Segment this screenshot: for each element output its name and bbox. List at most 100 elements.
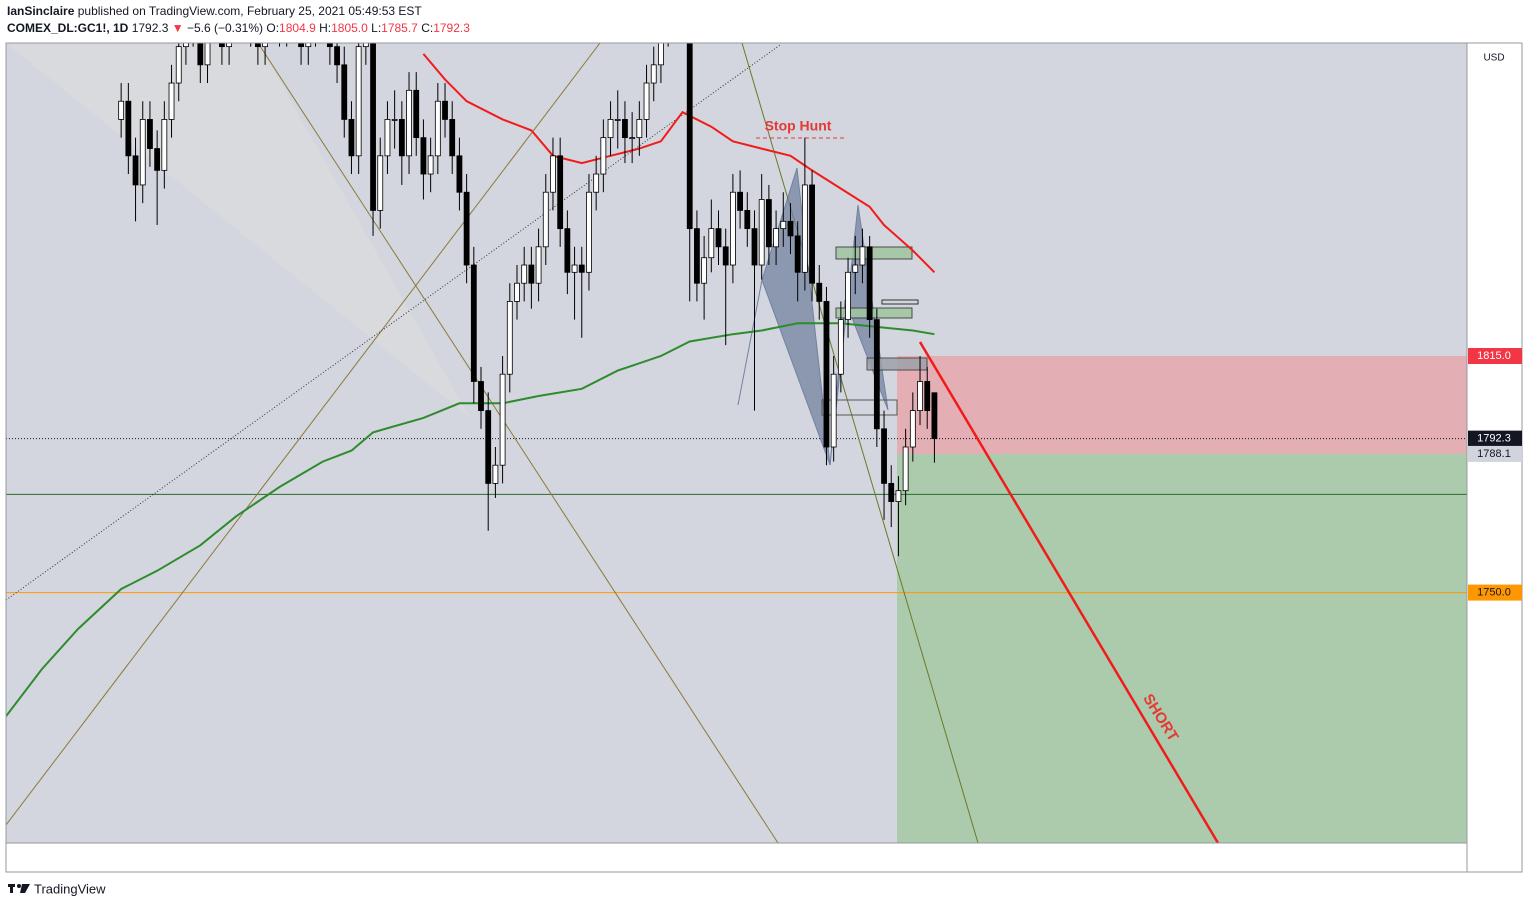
- o-value: 1804.9: [279, 21, 316, 35]
- candle-body: [197, 43, 204, 66]
- candle-body: [391, 119, 398, 121]
- candle-body: [794, 235, 801, 273]
- symbol-line: COMEX_DL:GC1!, 1D 1792.3 ▼ −5.6 (−0.31%)…: [7, 21, 470, 35]
- candle-body: [924, 381, 931, 412]
- candle-body: [845, 271, 851, 321]
- candle-body: [694, 228, 700, 284]
- zone-box: [821, 399, 898, 416]
- candle-body: [751, 228, 758, 266]
- header-line: IanSinclaire published on TradingView.co…: [7, 4, 422, 18]
- price-label-bg: [1468, 430, 1522, 447]
- candle-body: [578, 264, 585, 273]
- candle-body: [852, 264, 859, 273]
- candle-body: [334, 46, 340, 66]
- candle-body: [701, 257, 708, 284]
- candle-body: [542, 191, 549, 248]
- candle-body: [413, 89, 420, 139]
- candle-body: [463, 191, 470, 266]
- candle-body: [895, 490, 902, 502]
- candle-body: [398, 119, 405, 157]
- candle-body: [837, 319, 844, 375]
- candle-body: [765, 199, 772, 248]
- symbol: COMEX_DL:GC1!, 1D: [7, 21, 129, 35]
- candle-body: [643, 82, 650, 120]
- price-label-bg: [1468, 584, 1522, 601]
- candle-body: [758, 199, 765, 266]
- candle-body: [722, 246, 729, 266]
- candle-body: [873, 319, 880, 430]
- trendline: [6, 43, 601, 826]
- candle-body: [550, 155, 556, 193]
- candle-body: [859, 246, 866, 266]
- candle-body: [607, 119, 614, 139]
- candle-body: [125, 100, 132, 157]
- price-label: 1788.1: [1477, 448, 1511, 460]
- candle-body: [564, 228, 571, 273]
- candle-body: [470, 264, 477, 382]
- candle-body: [219, 43, 225, 48]
- candle-body: [881, 428, 887, 484]
- c-value: 1792.3: [433, 21, 470, 35]
- candle-body: [650, 64, 657, 84]
- reward-zone: [897, 453, 1467, 843]
- price-label-bg: [1468, 348, 1522, 365]
- price-label-bg: [1468, 445, 1522, 462]
- candle-body: [377, 155, 384, 211]
- zone-box: [835, 307, 913, 319]
- o-label: O:: [266, 21, 279, 35]
- candle-body: [866, 246, 873, 321]
- candle-body: [132, 155, 139, 186]
- shade: [6, 43, 470, 418]
- candle-body: [168, 82, 175, 120]
- candle-body: [744, 210, 751, 230]
- candle-body: [586, 191, 592, 273]
- candle-body: [909, 410, 916, 448]
- trendline: [257, 43, 779, 843]
- candle-body: [823, 301, 830, 448]
- candle-body: [499, 373, 506, 466]
- candle-body: [715, 228, 722, 248]
- candle-body: [809, 184, 815, 284]
- logo: [8, 884, 30, 893]
- candle-body: [175, 46, 182, 84]
- pattern: [737, 167, 831, 466]
- axis-unit: USD: [1483, 53, 1504, 64]
- candle-body: [629, 137, 636, 140]
- zone-box: [835, 246, 913, 260]
- zone-box: [866, 357, 928, 371]
- price-label: 1792.3: [1477, 433, 1511, 445]
- candle-body: [434, 100, 441, 157]
- moving-average: [422, 53, 936, 274]
- candle-body: [535, 246, 542, 284]
- candle-body: [183, 43, 189, 48]
- drawings: [6, 43, 1220, 843]
- h-value: 1805.0: [331, 21, 368, 35]
- candle-body: [636, 119, 643, 139]
- author: IanSinclaire: [7, 4, 75, 18]
- short-arrow: [918, 341, 1220, 843]
- candle-body: [801, 184, 808, 273]
- change: −5.6 (−0.31%): [184, 21, 263, 35]
- candle-body: [485, 410, 492, 484]
- candle-body: [384, 119, 391, 157]
- h-label: H:: [319, 21, 331, 35]
- candle-body: [226, 43, 233, 48]
- candle-body: [161, 119, 168, 171]
- candle-body: [362, 43, 369, 48]
- l-value: 1785.7: [381, 21, 418, 35]
- time-axis: [5, 842, 1468, 873]
- candle-body: [658, 43, 664, 66]
- candle-body: [478, 381, 484, 412]
- candle-body: [780, 220, 787, 230]
- candle-body: [708, 228, 715, 259]
- last: 1792.3: [132, 21, 169, 35]
- arrow: ▼: [172, 21, 184, 35]
- candle-body: [154, 148, 161, 171]
- candle-body: [204, 43, 211, 66]
- candle-body: [492, 464, 499, 484]
- candle-body: [622, 119, 628, 139]
- l-label: L:: [371, 21, 381, 35]
- candle-body: [262, 43, 268, 48]
- candle-body: [528, 264, 535, 284]
